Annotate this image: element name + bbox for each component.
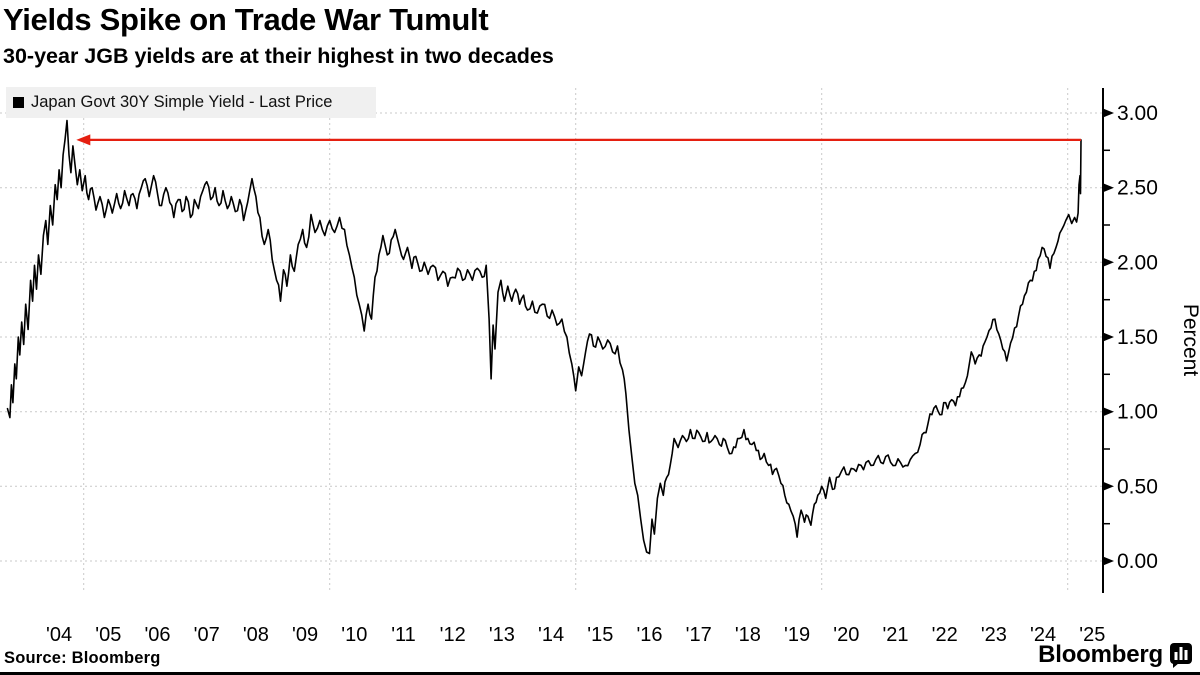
x-tick-label: '22 [932, 624, 958, 646]
chart-legend: Japan Govt 30Y Simple Yield - Last Price [6, 87, 376, 118]
x-tick-label: '17 [686, 624, 712, 646]
x-tick-label: '06 [144, 624, 170, 646]
x-tick-label: '19 [784, 624, 810, 646]
y-tick-arrow [1103, 108, 1114, 118]
bottom-border [0, 672, 1200, 675]
y-tick-label: 1.50 [1117, 326, 1158, 349]
x-tick-label: '24 [1030, 624, 1056, 646]
x-tick-label: '08 [243, 624, 269, 646]
peak-comparison-arrow [76, 134, 1081, 146]
x-tick-label: '07 [194, 624, 220, 646]
x-tick-label: '09 [292, 624, 318, 646]
y-tick-arrow [1103, 481, 1114, 491]
y-tick-label: 0.00 [1117, 550, 1158, 573]
x-tick-label: '10 [341, 624, 367, 646]
y-tick-arrow [1103, 257, 1114, 267]
x-tick-label: '14 [538, 624, 564, 646]
x-tick-label: '11 [391, 624, 416, 646]
x-tick-label: '13 [489, 624, 515, 646]
gridlines [0, 88, 1103, 593]
y-tick-label: 2.00 [1117, 251, 1158, 274]
annotation-arrow-head [76, 134, 91, 146]
x-axis-labels: '04 '05 '06 '07 '08 '09 '10 '11 '12 '13 '14 '15 '16 '… [46, 624, 1105, 646]
legend-swatch-icon [13, 97, 24, 108]
x-tick-label: '12 [440, 624, 466, 646]
x-tick-label: '20 [833, 624, 859, 646]
y-tick-arrow [1103, 407, 1114, 417]
x-tick-label: '23 [981, 624, 1007, 646]
y-tick-arrow [1103, 183, 1114, 193]
y-tick-label: 3.00 [1117, 102, 1158, 125]
legend-label: Japan Govt 30Y Simple Yield - Last Price [31, 93, 333, 111]
y-tick-label: 1.00 [1117, 401, 1158, 424]
bloomberg-logo: Bloomberg [1038, 641, 1193, 668]
yield-line-series [6, 119, 1082, 555]
y-axis-title: Percent [1179, 304, 1200, 377]
bloomberg-terminal-icon [1169, 642, 1193, 668]
x-tick-label: '05 [95, 624, 121, 646]
bloomberg-wordmark: Bloomberg [1038, 641, 1163, 668]
source-attribution: Source: Bloomberg [4, 649, 161, 667]
y-tick-arrow [1103, 332, 1114, 342]
x-tick-label: '25 [1079, 624, 1105, 646]
x-tick-label: '15 [587, 624, 613, 646]
page-subtitle: 30-year JGB yields are at their highest … [3, 44, 554, 68]
y-tick-arrow [1103, 556, 1114, 566]
series [6, 119, 1082, 555]
x-tick-label: '21 [882, 624, 908, 646]
x-tick-label: '16 [636, 624, 662, 646]
x-tick-label: '18 [735, 624, 761, 646]
y-tick-label: 0.50 [1117, 475, 1158, 498]
y-axis: 0.00 0.50 1.00 1.50 2.00 2.50 3.00 Percent [1102, 88, 1200, 593]
page-title: Yields Spike on Trade War Tumult [3, 2, 489, 37]
x-tick-label: '04 [46, 624, 72, 646]
y-tick-label: 2.50 [1117, 177, 1158, 200]
